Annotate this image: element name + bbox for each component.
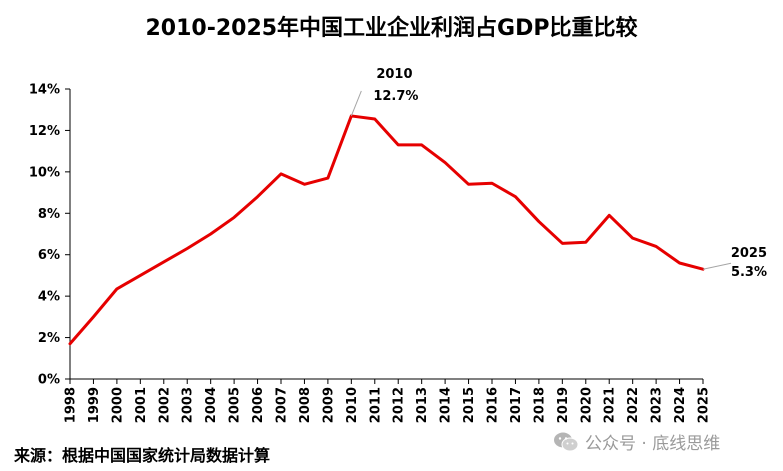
x-tick-label: 2002 (157, 387, 172, 423)
x-tick-label: 2014 (439, 387, 454, 423)
annotations-group: 2010 12.7% 2025 5.3% (350, 67, 767, 280)
y-tick-label: 2% (38, 331, 60, 346)
x-tick-label: 2009 (321, 387, 336, 423)
x-tick-label: 2006 (251, 387, 266, 423)
watermark-text: 公众号 · 底线思维 (585, 434, 721, 454)
x-tick-label: 2000 (110, 387, 125, 423)
y-tick-label: 4% (38, 290, 60, 305)
x-tick-label: 2020 (579, 387, 594, 423)
annotation-value: 5.3% (731, 265, 767, 280)
x-tick-label: 2012 (392, 387, 407, 423)
x-tick-label: 2018 (532, 387, 547, 423)
x-tick-label: 1998 (64, 387, 79, 423)
x-tick-label: 2004 (204, 387, 219, 423)
source-note: 来源：根据中国国家统计局数据计算 (14, 446, 271, 465)
x-tick-label: 2005 (228, 387, 243, 423)
x-tick-label: 2023 (650, 387, 665, 423)
x-tick-label: 2021 (603, 387, 618, 423)
x-tick-label: 2024 (673, 387, 688, 423)
x-tick-label: 2008 (298, 387, 313, 423)
chart-axes (69, 89, 703, 380)
x-tick-label: 2015 (462, 387, 477, 423)
x-tick-label: 2003 (181, 387, 196, 423)
x-tick-label: 2010 (345, 387, 360, 423)
x-tick-label: 2017 (509, 387, 524, 423)
wechat-icon (554, 432, 579, 451)
annotation-leader (702, 262, 732, 270)
y-tick-label: 0% (38, 373, 60, 388)
y-tick-label: 12% (29, 124, 60, 139)
y-axis-ticks: 0% 2% 4% 6% 8% 10% 12% 14% (29, 83, 70, 388)
series-line (68, 114, 705, 346)
y-tick-label: 8% (38, 207, 60, 222)
x-tick-label: 2019 (556, 387, 571, 423)
annotation-value: 12.7% (373, 89, 418, 104)
x-tick-label: 2013 (415, 387, 430, 423)
x-tick-label: 2016 (486, 387, 501, 423)
x-tick-label: 2025 (697, 387, 712, 423)
y-tick-label: 10% (29, 165, 60, 180)
y-tick-label: 6% (38, 248, 60, 263)
series-group (68, 114, 705, 346)
x-tick-label: 1999 (87, 387, 102, 423)
x-axis-ticks: 1998 1999 2000 2001 2002 2003 2004 2005 2006 2007… (64, 379, 712, 423)
chart-title: 2010-2025年中国工业企业利润占GDP比重比较 (145, 16, 638, 41)
watermark: 公众号 · 底线思维 (553, 429, 720, 454)
x-tick-label: 2001 (134, 387, 149, 423)
x-tick-label: 2011 (368, 387, 383, 423)
x-tick-label: 2022 (626, 387, 641, 423)
annotation-year: 2010 (376, 67, 412, 82)
annotation-year: 2025 (731, 246, 767, 261)
y-tick-label: 14% (29, 83, 60, 98)
annotation-leader (350, 90, 362, 117)
x-tick-label: 2007 (275, 387, 290, 423)
